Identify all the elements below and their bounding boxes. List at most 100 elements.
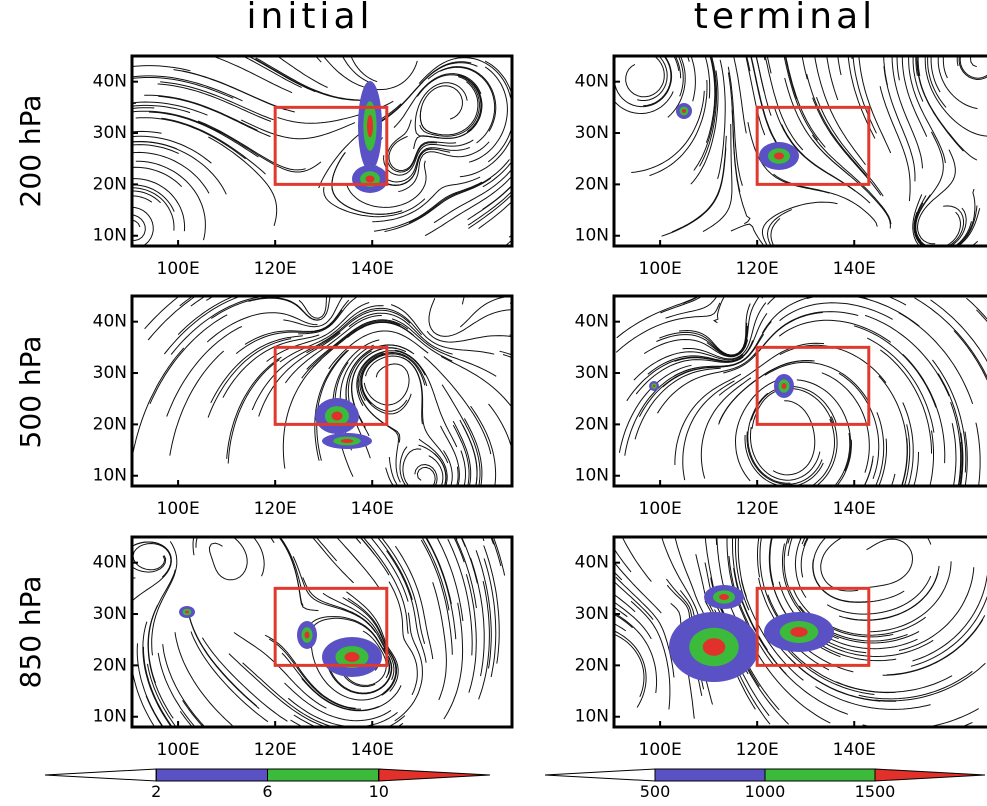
streamline <box>915 298 987 387</box>
streamline <box>183 700 273 777</box>
streamline <box>694 55 716 170</box>
streamline <box>471 406 496 518</box>
streamline <box>427 331 541 346</box>
streamline <box>209 534 247 580</box>
streamline <box>880 86 910 201</box>
map-panel: 10N20N30N40N100E120E140E <box>93 258 616 529</box>
streamline <box>616 577 674 677</box>
streamline <box>774 174 878 227</box>
streamline <box>193 514 274 556</box>
colorbar-segment <box>545 769 655 781</box>
streamline <box>812 135 891 224</box>
shaded-region <box>367 115 373 138</box>
streamline <box>976 310 987 414</box>
streamline <box>747 432 822 485</box>
shaded-region <box>305 632 310 639</box>
colorbar-label: 2 <box>151 782 161 801</box>
streamline <box>934 423 956 539</box>
streamline <box>813 530 870 602</box>
y-tick-label: 10N <box>575 707 609 727</box>
streamline <box>902 22 926 137</box>
streamline <box>827 576 931 614</box>
map-content <box>133 258 616 529</box>
streamline <box>389 582 417 695</box>
streamline <box>509 137 570 238</box>
colorbar-segment <box>156 769 267 781</box>
streamline <box>131 635 168 746</box>
y-tick-label: 40N <box>575 72 609 92</box>
streamline <box>466 574 476 692</box>
streamline <box>937 433 963 548</box>
streamline <box>395 451 465 547</box>
streamline <box>507 147 572 245</box>
streamline <box>515 587 626 631</box>
streamline <box>257 518 318 611</box>
y-tick-label: 10N <box>93 707 127 727</box>
streamline <box>189 614 260 709</box>
streamline <box>631 91 704 173</box>
streamline <box>773 401 815 475</box>
y-tick-label: 10N <box>575 226 609 246</box>
streamline <box>931 300 987 394</box>
streamline <box>957 35 987 89</box>
streamline <box>460 296 568 327</box>
colorbar-label: 6 <box>262 782 272 801</box>
shaded-region <box>790 627 808 637</box>
streamline <box>395 350 457 447</box>
streamline <box>417 443 484 541</box>
row-label: 850 hPa <box>14 576 47 689</box>
shaded-region <box>366 176 375 183</box>
streamline <box>639 7 695 101</box>
shaded-region <box>653 385 656 388</box>
streamline <box>91 102 207 115</box>
colorbar: 2610 <box>45 769 490 801</box>
streamline <box>462 274 565 305</box>
streamline <box>123 542 172 612</box>
map-content <box>496 432 987 738</box>
colorbar: 50010001500 <box>545 769 985 801</box>
x-tick-label: 140E <box>351 740 394 760</box>
streamline <box>829 515 931 544</box>
streamline <box>880 350 931 454</box>
y-tick-label: 40N <box>93 72 127 92</box>
x-tick-label: 100E <box>639 740 682 760</box>
streamline <box>414 84 482 150</box>
streamline <box>433 582 447 700</box>
streamline <box>960 38 987 78</box>
streamline <box>503 355 584 438</box>
y-tick-label: 40N <box>93 553 127 573</box>
shaded-region <box>345 652 360 662</box>
y-tick-label: 10N <box>93 226 127 246</box>
streamline <box>959 46 987 80</box>
streamline <box>913 0 945 102</box>
streamline <box>483 85 529 187</box>
map-content <box>79 443 505 786</box>
row-label: 500 hPa <box>14 336 47 449</box>
streamline <box>768 277 880 305</box>
streamline <box>208 339 291 418</box>
column-title: initial <box>247 0 374 37</box>
streamline <box>415 83 467 138</box>
colorbar-segment <box>379 769 490 781</box>
streamline <box>836 676 952 693</box>
x-tick-label: 140E <box>833 499 876 519</box>
shaded-region <box>719 594 729 600</box>
streamline <box>644 340 747 357</box>
y-tick-label: 10N <box>575 466 609 486</box>
streamline <box>779 320 891 342</box>
streamline <box>485 61 514 162</box>
streamline <box>807 74 867 176</box>
streamline <box>392 319 496 376</box>
shaded-region <box>332 412 343 421</box>
streamline <box>358 353 400 443</box>
map-panel: 10N20N30N40N100E120E140E <box>39 0 572 279</box>
streamline <box>817 97 884 196</box>
streamline <box>916 132 944 241</box>
colorbar-label: 500 <box>640 782 671 801</box>
streamline <box>784 519 817 626</box>
streamline <box>288 698 397 727</box>
streamline <box>846 566 940 620</box>
streamline <box>635 368 721 439</box>
streamline <box>778 433 850 508</box>
